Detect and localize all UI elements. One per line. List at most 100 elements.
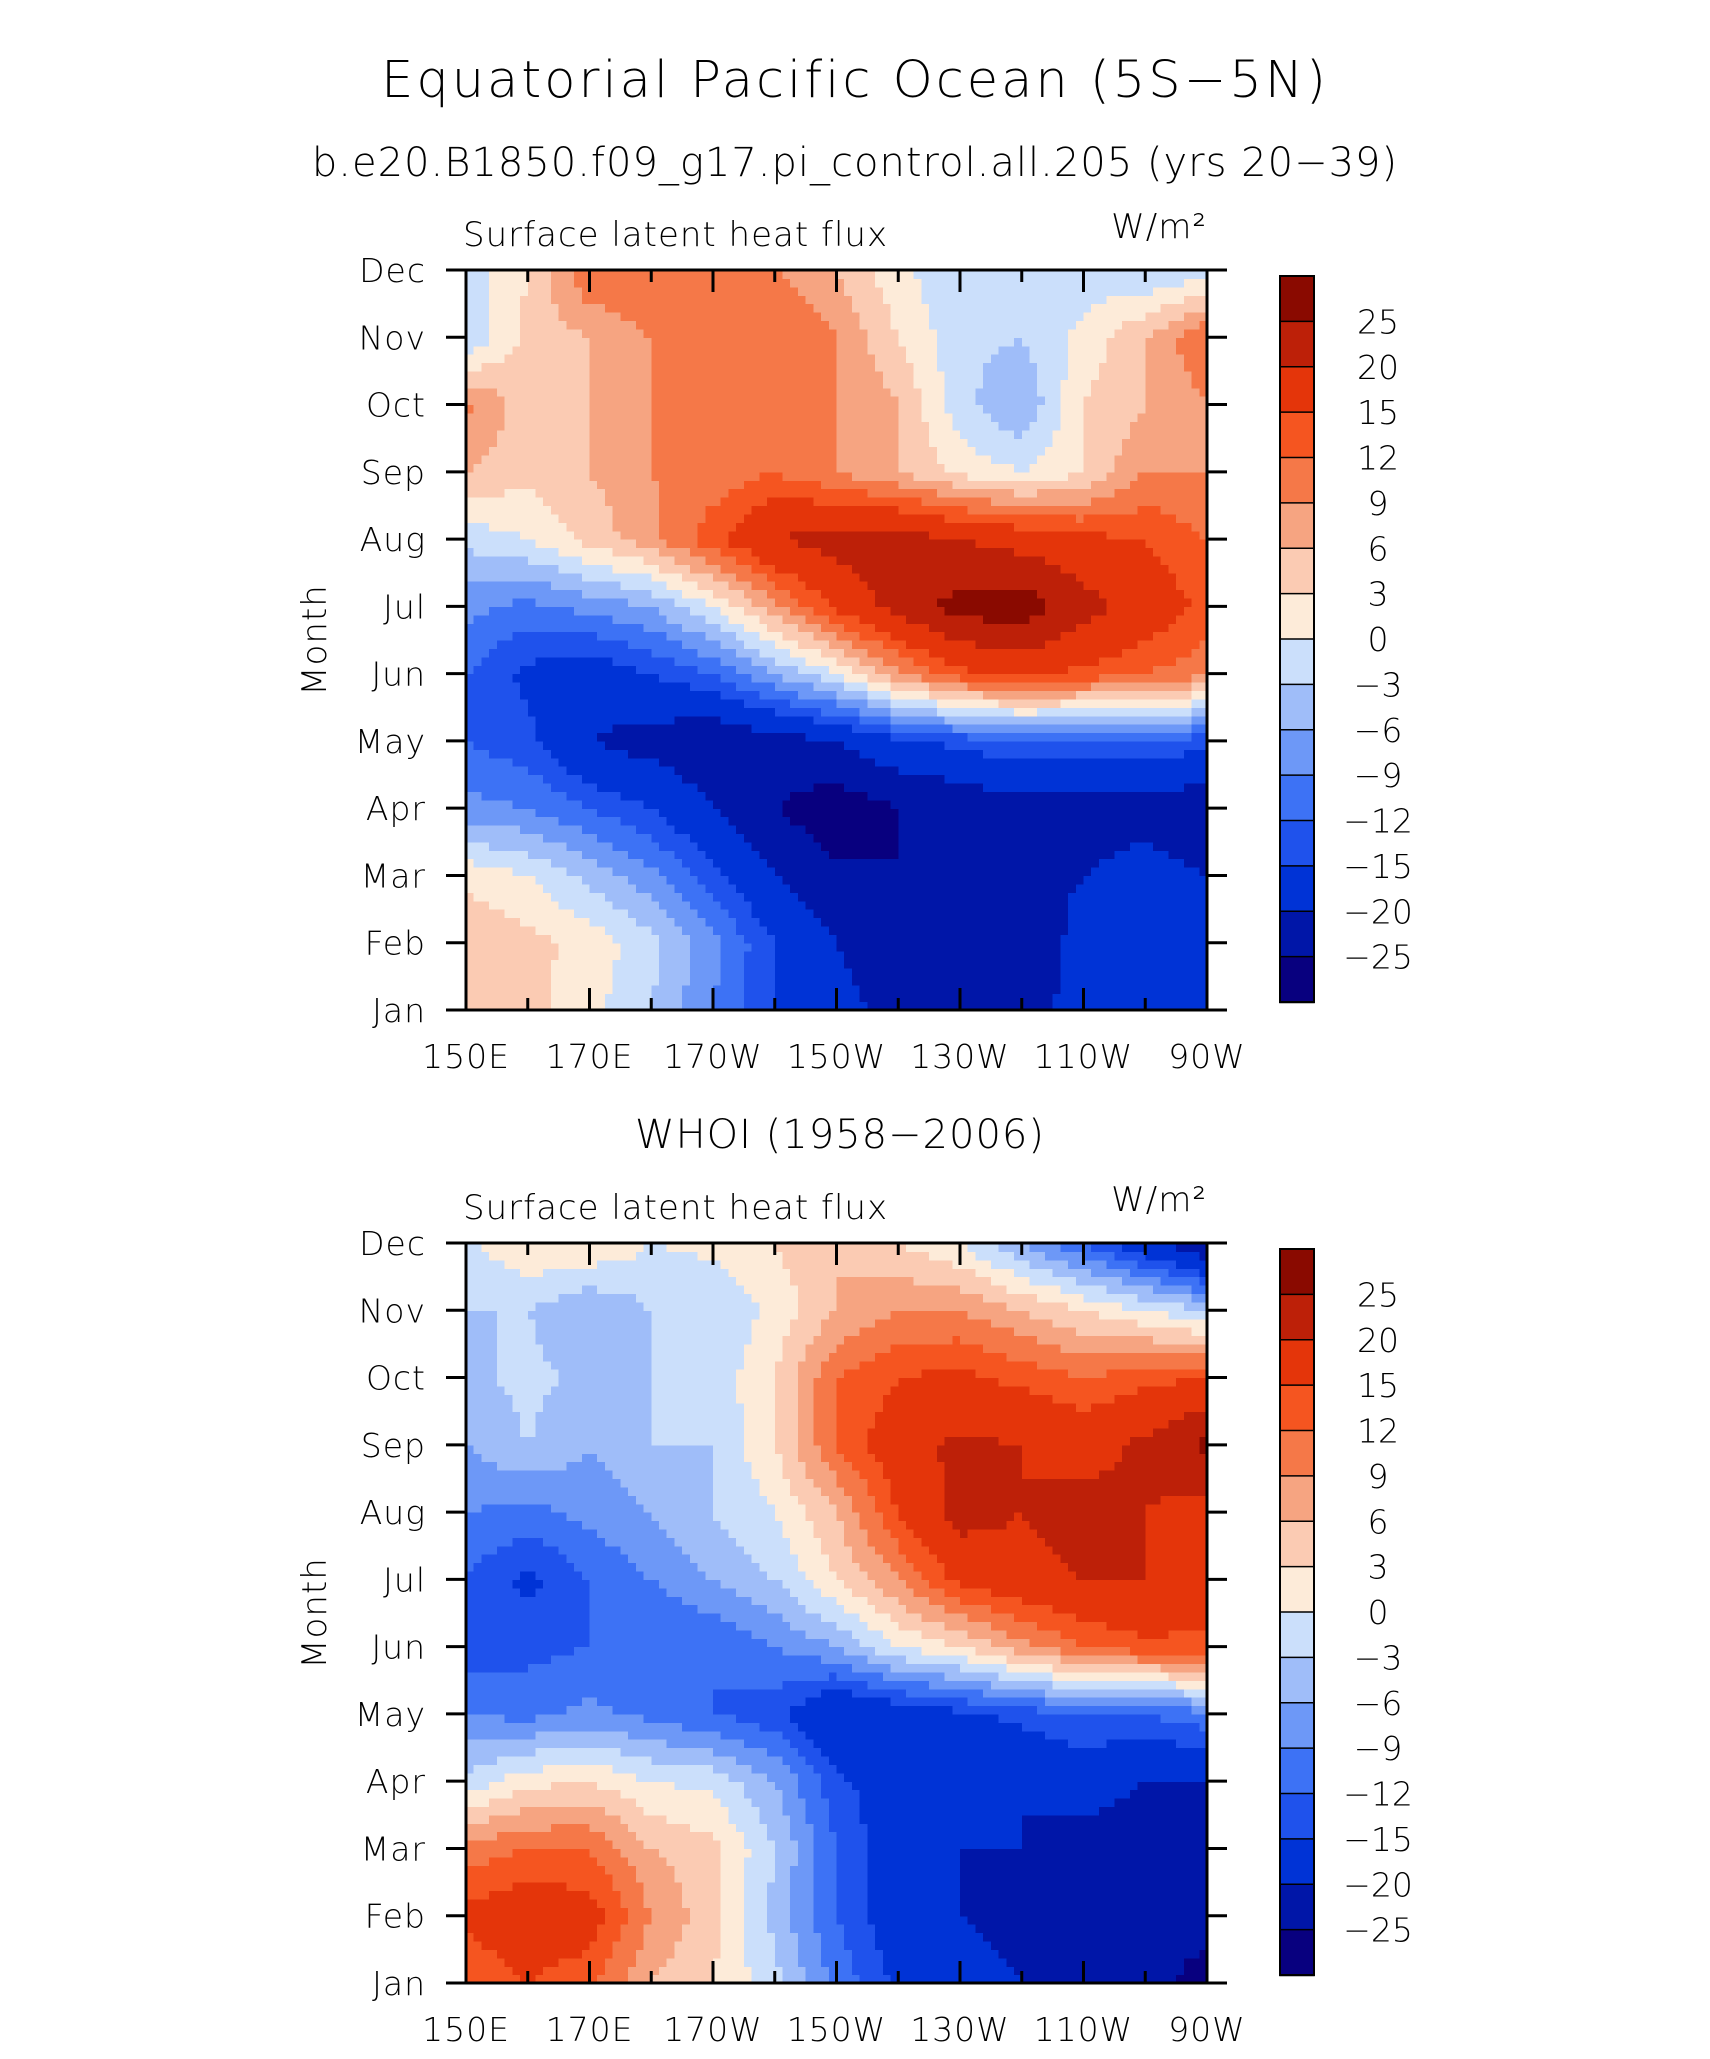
heatmap-cell <box>1183 715 1193 725</box>
heatmap-cell <box>713 757 722 767</box>
heatmap-cell <box>774 925 784 935</box>
heatmap-cell <box>597 656 606 666</box>
heatmap-cell <box>1029 833 1038 843</box>
heatmap-cell <box>512 614 521 624</box>
heatmap-cell <box>1191 858 1200 868</box>
heatmap-cell <box>1044 984 1054 994</box>
heatmap-cell <box>844 867 853 877</box>
heatmap-cell <box>728 791 737 801</box>
heatmap-cell <box>682 791 691 801</box>
heatmap-cell <box>612 572 621 582</box>
heatmap-cell <box>1183 782 1193 792</box>
heatmap-cell <box>597 909 606 919</box>
heatmap-cell <box>990 766 1000 776</box>
heatmap-cell <box>1129 707 1139 717</box>
heatmap-cell <box>1114 816 1123 826</box>
heatmap-cell <box>713 698 722 708</box>
heatmap-cell <box>504 1001 513 1011</box>
heatmap-cell <box>1006 942 1015 952</box>
heatmap-cell <box>936 740 946 750</box>
heatmap-cell <box>550 707 560 717</box>
heatmap-cell <box>790 883 799 893</box>
heatmap-cell <box>481 967 490 977</box>
heatmap-cell <box>1068 572 1077 582</box>
heatmap-cell <box>875 740 884 750</box>
heatmap-cell <box>1037 614 1046 624</box>
heatmap-cell <box>1168 766 1177 776</box>
heatmap-cell <box>936 900 946 910</box>
heatmap-cell <box>743 925 753 935</box>
heatmap-cell <box>1137 833 1146 843</box>
heatmap-cell <box>597 791 606 801</box>
heatmap-cell <box>589 589 598 599</box>
heatmap-cell <box>1060 841 1069 851</box>
heatmap-cell <box>1129 934 1139 944</box>
heatmap-cell <box>635 665 645 675</box>
heatmap-cell <box>635 892 645 902</box>
heatmap-cell <box>543 740 552 750</box>
heatmap-cell <box>1114 774 1123 784</box>
heatmap-cell <box>960 766 969 776</box>
heatmap-cell <box>952 757 961 767</box>
heatmap-cell <box>782 589 791 599</box>
heatmap-cell <box>1137 808 1146 818</box>
heatmap-cell <box>998 825 1007 835</box>
heatmap-cell <box>1044 917 1054 927</box>
heatmap-cell <box>520 640 529 650</box>
heatmap-cell <box>743 900 753 910</box>
heatmap-cell <box>1183 732 1193 742</box>
heatmap-cell <box>1168 631 1177 641</box>
heatmap-cell <box>898 808 907 818</box>
heatmap-cell <box>1191 690 1200 700</box>
heatmap-cell <box>1106 1001 1115 1011</box>
heatmap-cell <box>767 774 776 784</box>
heatmap-cell <box>952 589 961 599</box>
heatmap-cell <box>1021 673 1031 683</box>
heatmap-cell <box>1006 799 1015 809</box>
heatmap-cell <box>1091 1001 1100 1011</box>
heatmap-cell <box>1014 858 1023 868</box>
heatmap-cell <box>736 614 745 624</box>
heatmap-cell <box>651 909 660 919</box>
heatmap-cell <box>643 757 652 767</box>
heatmap-cell <box>697 631 706 641</box>
heatmap-cell <box>1037 942 1046 952</box>
heatmap-cell <box>550 766 560 776</box>
heatmap-cell <box>1176 614 1185 624</box>
heatmap-cell <box>1098 791 1108 801</box>
heatmap-cell <box>736 934 745 944</box>
heatmap-cell <box>759 791 768 801</box>
heatmap-cell <box>851 883 861 893</box>
heatmap-cell <box>1152 984 1162 994</box>
heatmap-cell <box>682 673 691 683</box>
heatmap-cell <box>882 833 892 843</box>
heatmap-cell <box>1083 942 1092 952</box>
heatmap-cell <box>797 799 807 809</box>
heatmap-cell <box>1098 925 1108 935</box>
heatmap-cell <box>643 724 652 734</box>
heatmap-cell <box>1006 757 1015 767</box>
heatmap-cell <box>682 640 691 650</box>
heatmap-cell <box>1137 951 1146 961</box>
heatmap-cell <box>759 631 768 641</box>
heatmap-cell <box>674 892 683 902</box>
heatmap-cell <box>797 909 807 919</box>
heatmap-cell <box>1060 606 1069 616</box>
heatmap-cell <box>1176 808 1185 818</box>
heatmap-cell <box>520 942 529 952</box>
heatmap-cell <box>936 623 946 633</box>
heatmap-cell <box>805 682 814 692</box>
heatmap-cell <box>844 959 853 969</box>
heatmap-cell <box>1037 825 1046 835</box>
heatmap-cell <box>1068 707 1077 717</box>
heatmap-cell <box>604 993 614 1003</box>
heatmap-cell <box>1122 690 1131 700</box>
heatmap-cell <box>705 749 714 759</box>
heatmap-cell <box>882 791 892 801</box>
heatmap-cell <box>751 967 760 977</box>
heatmap-cell <box>1122 892 1131 902</box>
heatmap-cell <box>1029 892 1038 902</box>
heatmap-cell <box>697 942 706 952</box>
heatmap-cell <box>1098 606 1108 616</box>
heatmap-cell <box>782 782 791 792</box>
